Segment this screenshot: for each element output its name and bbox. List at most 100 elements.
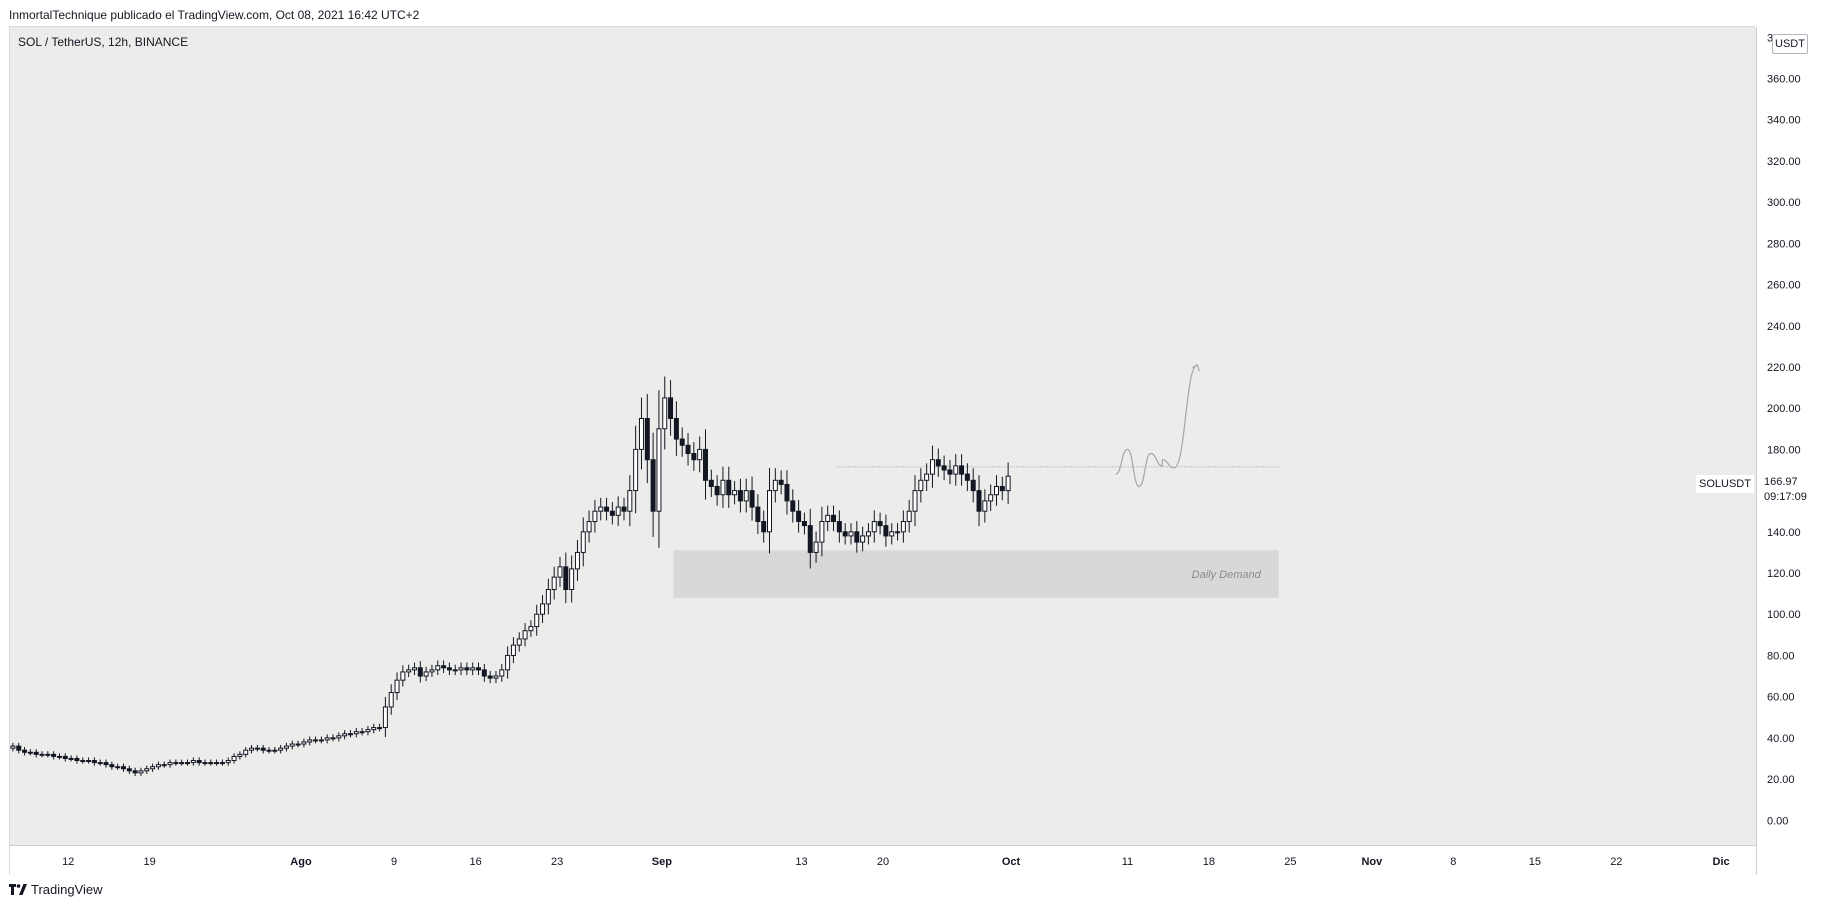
candle-body [33, 751, 39, 755]
candle-body [382, 706, 388, 729]
candle-body [342, 733, 348, 737]
candle-body [609, 510, 615, 516]
candle-body [895, 531, 901, 534]
candle-body [807, 525, 813, 553]
x-tick-label: 22 [1610, 856, 1622, 868]
y-tick-label: 20.00 [1767, 774, 1795, 786]
x-tick-label: Sep [652, 856, 672, 868]
candle-body [452, 669, 458, 672]
chart-attribution: InmortalTechnique publicado el TradingVi… [9, 8, 420, 22]
footer-brand[interactable]: TradingView [9, 882, 103, 897]
candle-body [27, 751, 33, 754]
demand-zone [673, 550, 1279, 598]
candle-body [289, 743, 295, 747]
candle-body [91, 760, 97, 764]
candle-body [406, 669, 412, 673]
y-tick-label: 340.00 [1767, 115, 1801, 127]
candle-body [155, 764, 161, 768]
candle-body [365, 729, 371, 733]
candle-body [970, 479, 976, 492]
candle-body [132, 770, 138, 774]
candle-body [499, 669, 505, 677]
candle-body [528, 626, 534, 632]
candle-body [126, 768, 132, 772]
candle-body [516, 638, 522, 646]
candle-body [283, 745, 289, 749]
x-tick-label: 13 [795, 856, 807, 868]
candle-body [464, 667, 470, 671]
candle-body [557, 566, 563, 578]
candle-body [714, 485, 720, 496]
candle-body [138, 770, 144, 774]
y-tick-label: 360.00 [1767, 74, 1801, 86]
candle-body [621, 506, 627, 512]
candle-body [441, 665, 447, 669]
y-axis[interactable] [1756, 27, 1834, 875]
last-price-value: 166.97 [1764, 476, 1798, 488]
candle-body [871, 521, 877, 533]
candle-body [487, 675, 493, 679]
candle-body [307, 739, 313, 743]
candle-body [959, 465, 965, 475]
y-tick-label: 280.00 [1767, 238, 1801, 250]
candle-body [120, 766, 126, 770]
candle-body [74, 757, 80, 762]
candle-body [446, 667, 452, 671]
candle-body [196, 760, 202, 764]
candle-body [411, 667, 417, 671]
candle-body [115, 766, 121, 769]
candle-body [801, 521, 807, 527]
candle-body [429, 669, 435, 673]
candle-body [778, 479, 784, 485]
y-tick-label: 120.00 [1767, 568, 1801, 580]
candle-body [231, 755, 237, 762]
candle-body [889, 531, 895, 537]
candle-body [318, 739, 324, 742]
candle-body [563, 566, 569, 591]
candle-body [749, 490, 755, 508]
candle-body [68, 757, 74, 760]
candle-body [831, 514, 837, 523]
candle-body [615, 506, 621, 516]
candle-body [825, 514, 831, 523]
candle-body [260, 747, 266, 751]
candle-body [458, 667, 464, 671]
candle-body [167, 762, 173, 766]
candle-body [993, 485, 999, 496]
candle-body [668, 397, 674, 419]
x-tick-label: Ago [290, 856, 312, 868]
candle-body [1005, 475, 1011, 492]
x-tick-label: 16 [469, 856, 481, 868]
candle-body [929, 459, 935, 475]
candle-body [534, 613, 540, 628]
x-tick-label: Dic [1713, 856, 1730, 868]
candle-body [51, 753, 57, 757]
candle-body [353, 731, 359, 735]
candle-body [150, 766, 156, 770]
candle-body [784, 483, 790, 502]
candle-body [423, 671, 429, 677]
y-tick-label: 300.00 [1767, 197, 1801, 209]
chart-frame [9, 26, 1755, 875]
chart-plot-area[interactable] [10, 27, 1756, 845]
candle-body [796, 510, 802, 523]
candle-body [819, 521, 825, 543]
candle-body [39, 753, 45, 756]
candle-body [604, 506, 610, 512]
currency-unit-badge[interactable]: USDT [1772, 34, 1808, 54]
candle-body [755, 506, 761, 523]
candle-body [976, 490, 982, 512]
candle-body [924, 473, 930, 481]
candle-body [551, 576, 557, 591]
candle-body [301, 741, 307, 745]
candle-body [720, 479, 726, 496]
candle-body [644, 417, 650, 461]
candle-body [848, 531, 854, 537]
candle-body [371, 727, 377, 731]
y-tick-label: 180.00 [1767, 444, 1801, 456]
demand-zone-label: Daily Demand [1192, 569, 1262, 581]
x-axis[interactable] [10, 845, 1756, 875]
y-tick-label: 140.00 [1767, 527, 1801, 539]
y-tick-label: 0.00 [1767, 815, 1788, 827]
y-tick-label: 60.00 [1767, 692, 1795, 704]
